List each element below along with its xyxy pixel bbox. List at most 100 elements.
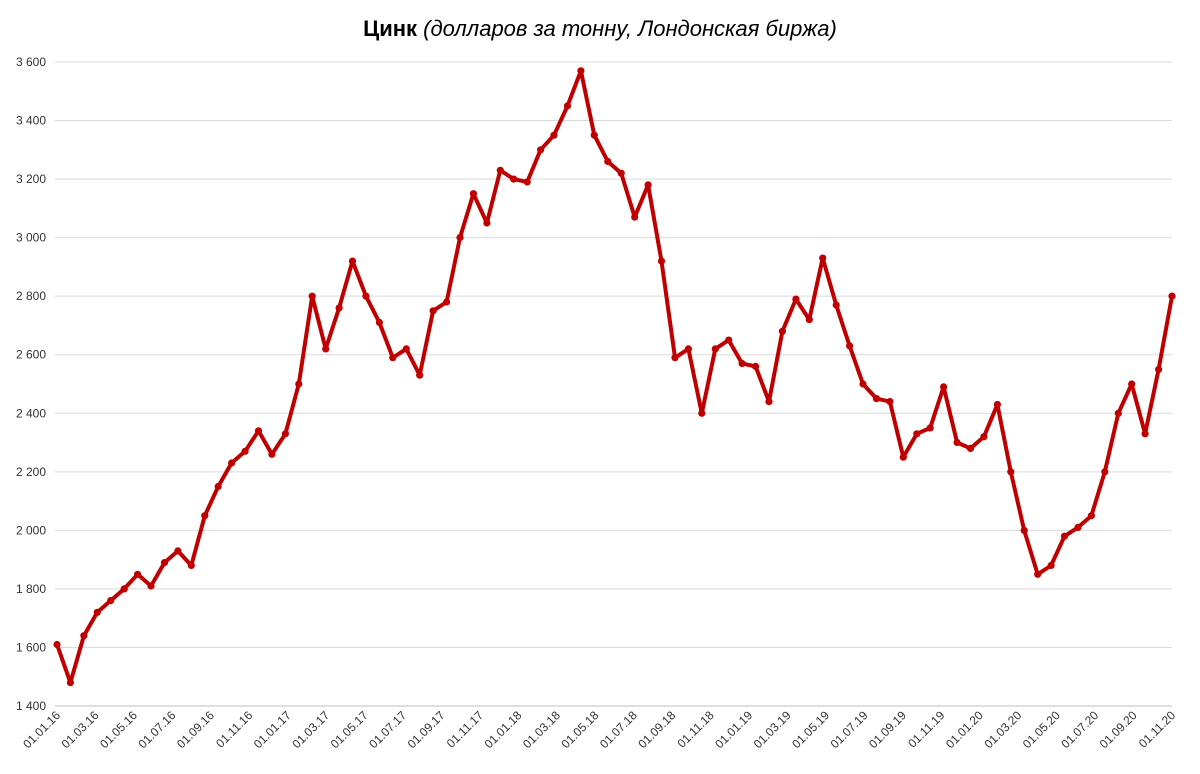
- data-point: [496, 166, 504, 174]
- data-point: [1020, 526, 1028, 535]
- y-tick-label: 3 400: [16, 114, 46, 128]
- data-point: [725, 336, 733, 344]
- y-tick-label: 3 200: [16, 172, 46, 186]
- x-tick-label: 01.09.20: [1097, 708, 1140, 751]
- data-point: [940, 383, 948, 391]
- y-tick-label: 3 000: [16, 231, 46, 245]
- x-tick-label: 01.05.18: [558, 708, 601, 751]
- x-tick-label: 01.11.18: [674, 708, 717, 751]
- x-tick-label: 01.05.20: [1020, 708, 1063, 751]
- data-point: [872, 395, 881, 403]
- y-tick-label: 1 600: [16, 640, 46, 654]
- data-point: [631, 213, 639, 221]
- x-tick-label: 01.09.19: [866, 708, 909, 751]
- x-tick-label: 01.05.16: [97, 708, 140, 751]
- x-tick-label: 01.09.16: [174, 708, 217, 751]
- data-point: [765, 398, 773, 406]
- x-tick-label: 01.01.19: [712, 708, 755, 751]
- chart-title-subtitle: (долларов за тонну, Лондонская биржа): [417, 16, 837, 41]
- data-point: [563, 102, 572, 110]
- data-point: [66, 679, 74, 687]
- data-point: [241, 447, 249, 455]
- data-point: [1034, 570, 1042, 578]
- data-point: [389, 354, 397, 362]
- data-point: [604, 157, 612, 166]
- data-point: [214, 482, 222, 491]
- data-point: [778, 327, 787, 335]
- data-point: [1141, 430, 1149, 438]
- data-point: [174, 547, 182, 555]
- x-tick-label: 01.03.16: [59, 708, 102, 751]
- data-point: [1074, 523, 1082, 532]
- x-tick-label: 01.07.18: [597, 708, 640, 751]
- chart-title-main: Цинк: [363, 16, 418, 41]
- data-point: [832, 301, 840, 309]
- data-point: [1087, 512, 1095, 520]
- x-tick-label: 01.01.18: [482, 708, 525, 751]
- data-point: [993, 400, 1002, 409]
- data-point: [550, 131, 558, 139]
- data-point: [698, 409, 706, 417]
- y-tick-label: 2 400: [16, 406, 46, 420]
- x-tick-label: 01.11.16: [213, 708, 256, 751]
- x-tick-label: 01.07.20: [1058, 708, 1101, 751]
- x-tick-label: 01.11.19: [905, 708, 948, 751]
- data-point: [80, 632, 88, 640]
- data-point: [134, 570, 142, 578]
- x-tick-label: 01.03.19: [751, 708, 794, 751]
- x-tick-label: 01.01.20: [943, 708, 986, 751]
- data-point: [93, 608, 101, 616]
- data-point: [846, 342, 854, 350]
- data-point: [322, 345, 330, 353]
- data-point: [805, 316, 813, 324]
- data-point: [1101, 468, 1109, 476]
- series-line: [55, 68, 1174, 685]
- data-point: [657, 257, 666, 265]
- y-tick-label: 2 200: [16, 465, 46, 479]
- data-point: [886, 398, 894, 406]
- data-point: [1060, 532, 1069, 540]
- data-point: [281, 430, 289, 438]
- data-point: [160, 559, 169, 567]
- data-point: [375, 318, 383, 327]
- data-point: [792, 295, 800, 303]
- data-point: [308, 292, 316, 300]
- data-point: [201, 512, 209, 520]
- data-point: [1168, 292, 1176, 300]
- data-point: [577, 67, 585, 75]
- data-point: [684, 345, 693, 353]
- data-point: [590, 131, 598, 139]
- x-tick-label: 01.03.20: [981, 708, 1024, 751]
- data-point: [53, 640, 61, 649]
- data-point: [644, 181, 652, 189]
- data-point: [429, 307, 437, 315]
- y-tick-label: 1 400: [16, 699, 46, 713]
- y-tick-label: 2 600: [16, 348, 46, 362]
- data-point: [416, 371, 424, 379]
- data-point: [362, 292, 370, 300]
- data-point: [819, 254, 827, 262]
- x-tick-label: 01.05.17: [328, 708, 371, 751]
- data-point: [913, 430, 921, 438]
- data-point: [402, 345, 410, 353]
- x-tick-label: 01.11.17: [444, 708, 487, 751]
- data-point: [953, 438, 961, 447]
- data-point: [899, 453, 907, 461]
- data-point: [926, 424, 934, 432]
- data-point: [738, 359, 746, 368]
- zinc-price-series: [53, 67, 1176, 687]
- data-point: [752, 362, 760, 370]
- data-point: [228, 459, 236, 467]
- data-point: [335, 304, 343, 312]
- data-point: [980, 433, 988, 441]
- data-point: [671, 354, 679, 362]
- data-point: [254, 427, 263, 435]
- data-point: [510, 175, 518, 183]
- data-point: [469, 190, 477, 198]
- y-axis-labels: 1 400 1 600 1 800 2 000 2 200 2 400 2 600 2 800…: [16, 55, 46, 713]
- gridlines: [55, 61, 1172, 707]
- data-point: [1114, 409, 1122, 417]
- y-tick-label: 3 600: [16, 55, 46, 69]
- data-point: [268, 450, 276, 458]
